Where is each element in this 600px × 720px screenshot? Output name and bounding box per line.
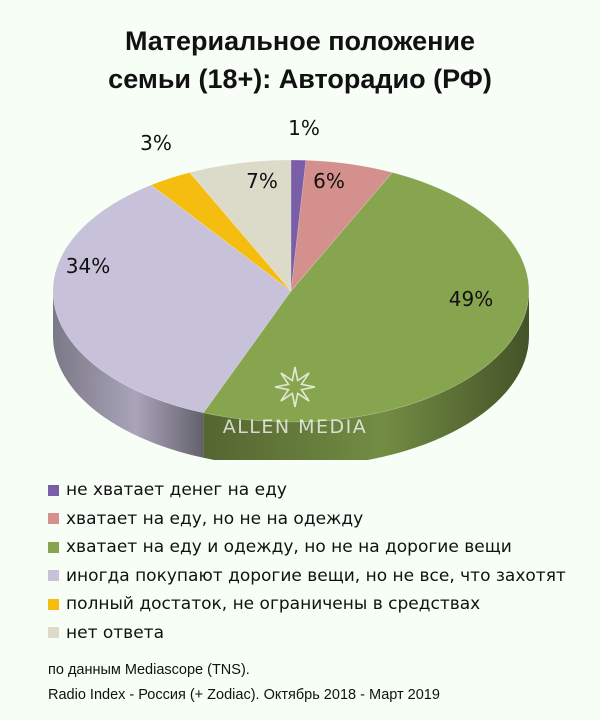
- chart-title-line-1: Материальное положение: [124, 26, 476, 56]
- chart-title-line-2: семьи (18+): Авторадио (РФ): [108, 64, 492, 94]
- pie-data-label: 49%: [449, 287, 493, 311]
- legend-swatch: [48, 484, 59, 496]
- legend-label: полный достаток, не ограничены в средств…: [66, 594, 481, 614]
- legend-item: хватает на еду и одежду, но не на дороги…: [48, 533, 566, 562]
- source-line-1: по данным Mediascope (TNS).: [48, 662, 250, 678]
- watermark-text: ALLEN MEDIA: [223, 416, 368, 438]
- pie-slice: [290, 159, 393, 292]
- legend-swatch: [48, 541, 59, 553]
- pie-slice: [189, 159, 292, 292]
- source-note: по данным Mediascope (TNS). Radio Index …: [48, 658, 440, 708]
- watermark-star-icon: [274, 366, 316, 408]
- pie-slice: [150, 172, 292, 292]
- legend-label: хватает на еду и одежду, но не на дороги…: [66, 537, 512, 557]
- legend-item: нет ответа: [48, 619, 566, 648]
- pie-data-label: 6%: [313, 169, 345, 193]
- legend-item: полный достаток, не ограничены в средств…: [48, 590, 566, 619]
- pie-slice: [202, 172, 530, 423]
- pie-side-wall: [53, 291, 204, 458]
- pie-slice: [290, 159, 307, 292]
- legend-label: нет ответа: [66, 622, 164, 643]
- source-line-2: Radio Index - Россия (+ Zodiac). Октябрь…: [48, 687, 440, 703]
- legend-item: хватает на еду, но не на одежду: [48, 505, 566, 534]
- pie-data-label: 3%: [140, 131, 172, 155]
- chart-title: Материальное положение семьи (18+): Авто…: [0, 22, 600, 98]
- legend-swatch: [48, 513, 59, 525]
- legend-swatch: [48, 598, 59, 610]
- legend-label: иногда покупают дорогие вещи, но не все,…: [66, 565, 566, 586]
- legend-label: не хватает денег на еду: [66, 480, 287, 500]
- pie-data-label: 7%: [246, 169, 278, 193]
- pie-data-label: 34%: [66, 254, 110, 278]
- pie-chart: ALLEN MEDIA 1% 6% 49% 34% 3% 7%: [52, 116, 530, 460]
- legend-item: иногда покупают дорогие вещи, но не все,…: [48, 562, 566, 591]
- pie-slice: [52, 184, 292, 414]
- legend-swatch: [48, 627, 59, 639]
- pie-side-wall: [203, 291, 529, 460]
- watermark: ALLEN MEDIA: [223, 366, 368, 438]
- legend: не хватает денег на еду хватает на еду, н…: [48, 476, 566, 647]
- pie-data-label: 1%: [288, 116, 320, 140]
- legend-label: хватает на еду, но не на одежду: [66, 508, 364, 529]
- legend-swatch: [48, 570, 59, 582]
- legend-item: не хватает денег на еду: [48, 476, 566, 505]
